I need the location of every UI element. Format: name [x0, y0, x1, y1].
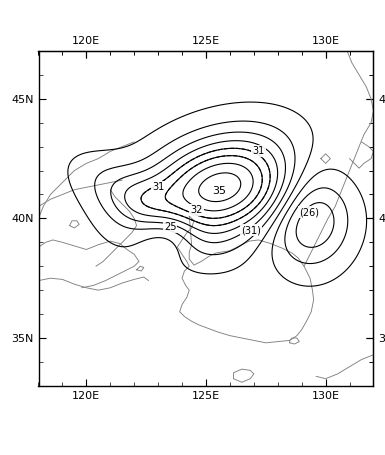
Text: (31): (31) [241, 225, 261, 235]
Text: 31: 31 [253, 147, 265, 157]
Text: 35: 35 [212, 186, 226, 196]
Text: (26): (26) [299, 207, 319, 217]
Text: 25: 25 [164, 222, 176, 232]
Text: 31: 31 [152, 182, 164, 192]
Text: 32: 32 [190, 205, 203, 215]
